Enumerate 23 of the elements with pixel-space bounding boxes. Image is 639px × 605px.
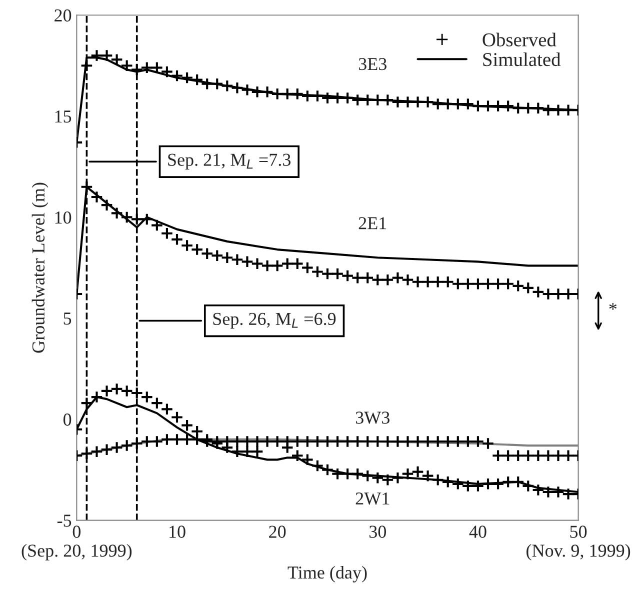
- annotation: 3E3: [358, 58, 386, 70]
- x-tick-label: 10: [170, 526, 186, 538]
- annotation: Sep. 21, M$_{L}$ =7.3: [168, 154, 290, 170]
- y-tick-label: 0: [63, 414, 72, 426]
- y-axis-title: Groundwater Level (m): [32, 182, 48, 353]
- x-tick-label: 0 (Sep. 20, 1999): [22, 526, 132, 560]
- y-tick-label: 5: [64, 312, 72, 325]
- y-tick-label: 20: [54, 9, 72, 22]
- x-tick-label: 20: [269, 526, 286, 538]
- annotation: 2W1: [356, 492, 390, 505]
- x-axis-title: Time (day): [288, 566, 367, 582]
- text: *: [609, 303, 617, 310]
- x-tick-label: 50 (Nov. 9, 1999): [526, 526, 630, 560]
- y-tick-label: 15: [55, 110, 72, 123]
- legend-label: Simulated: [483, 52, 561, 66]
- annotation: 3W3: [356, 412, 390, 424]
- y-tick-label: 10: [55, 211, 72, 224]
- y-tick-label: -5: [57, 514, 72, 527]
- x-tick-label: 40: [469, 526, 486, 538]
- legend-label: Observed: [482, 32, 556, 46]
- x-tick-label: 30: [369, 526, 386, 538]
- annotation: Sep. 26, M$_{L}$ =6.9: [213, 312, 336, 329]
- annotation: 2E1: [358, 217, 386, 230]
